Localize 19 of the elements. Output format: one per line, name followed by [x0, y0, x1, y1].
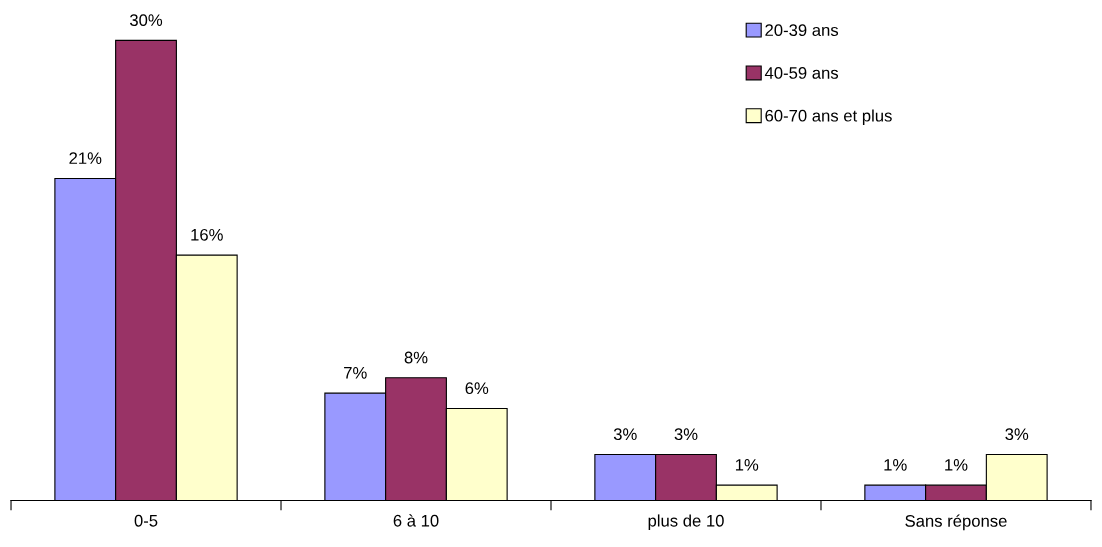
data-label: 3%: [674, 428, 698, 441]
x-tick-label: Sans réponse: [905, 514, 1007, 531]
data-label: 1%: [735, 459, 759, 471]
data-label: 8%: [404, 351, 428, 364]
legend-label: 20-39 ans: [765, 24, 839, 37]
x-tick-label: 6 à 10: [393, 514, 439, 527]
data-label: 16%: [191, 228, 223, 241]
legend-label: 60-70 ans et plus: [765, 109, 892, 125]
data-label: 3%: [613, 428, 637, 441]
data-label: 30%: [129, 14, 163, 27]
data-label: 1%: [945, 459, 968, 471]
x-tick-label: plus de 10: [648, 514, 724, 530]
x-tick-label: 0-5: [134, 514, 158, 527]
data-label: 6%: [465, 382, 489, 395]
legend-label: 40-59 ans: [764, 67, 839, 79]
data-label: 1%: [884, 459, 907, 471]
data-label: 3%: [1005, 428, 1029, 441]
data-label: 21%: [69, 152, 102, 164]
data-label: 7%: [344, 367, 367, 379]
